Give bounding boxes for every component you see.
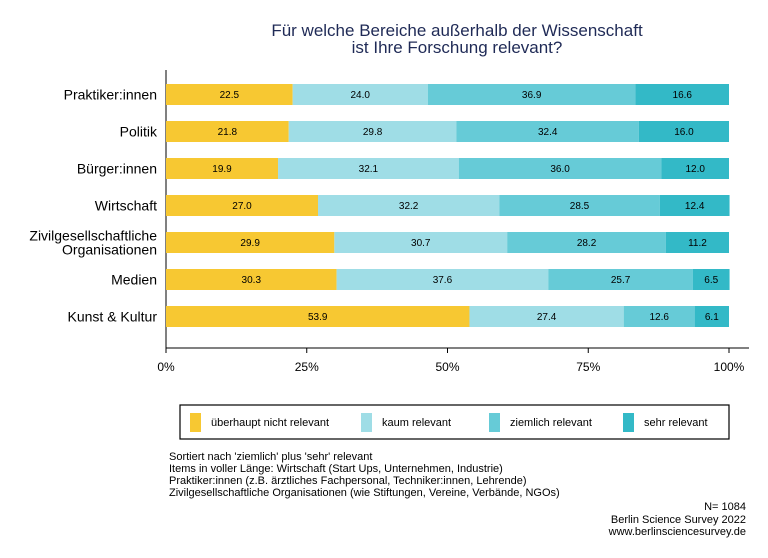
bar-value-label: 6.1	[705, 312, 719, 323]
bar-value-label: 32.1	[359, 164, 379, 175]
bar-value-label: 16.6	[673, 90, 693, 101]
bar-value-label: 28.5	[570, 201, 590, 212]
bar-segment	[623, 306, 695, 327]
bar-segment	[694, 306, 729, 327]
chart-title: Für welche Bereiche außerhalb der Wissen…	[271, 21, 643, 57]
bar-segment	[548, 269, 693, 290]
legend-label: überhaupt nicht relevant	[211, 417, 329, 429]
bar-value-label: 36.9	[522, 90, 542, 101]
bar-value-label: 21.8	[218, 127, 238, 138]
legend-swatch	[489, 413, 500, 432]
x-tick-label: 50%	[435, 360, 459, 374]
bar-segment	[469, 306, 624, 327]
legend-swatch	[623, 413, 634, 432]
legend-label: sehr relevant	[644, 417, 708, 429]
bar-segment	[166, 269, 337, 290]
bar-segment	[292, 84, 428, 105]
category-label: Kunst & Kultur	[68, 309, 158, 325]
footnote-line: Sortiert nach 'ziemlich' plus 'sehr' rel…	[169, 451, 373, 463]
title-line: ist Ihre Forschung relevant?	[352, 38, 563, 57]
category-label: Praktiker:innen	[64, 87, 157, 103]
bar-segment	[635, 84, 729, 105]
bar-segment	[166, 84, 293, 105]
category-label: Politik	[120, 124, 158, 140]
bar-value-label: 29.9	[240, 238, 260, 249]
category-label: Organisationen	[62, 242, 157, 258]
x-tick-label: 75%	[576, 360, 600, 374]
bar-value-label: 28.2	[577, 238, 597, 249]
bar-value-label: 30.7	[411, 238, 431, 249]
legend-box	[179, 404, 730, 440]
bar-segment	[665, 232, 729, 253]
bar-segment	[427, 84, 636, 105]
bar-segment	[166, 232, 335, 253]
legend-swatch	[361, 413, 372, 432]
bar-value-label: 27.4	[537, 312, 557, 323]
bar-segment	[692, 269, 730, 290]
x-tick-label: 25%	[295, 360, 319, 374]
bar-value-label: 32.2	[399, 201, 419, 212]
survey-url: www.berlinsciencesurvey.de	[608, 526, 746, 538]
bar-segment	[507, 232, 666, 253]
bar-segment	[638, 121, 729, 142]
bar-value-label: 32.4	[538, 127, 558, 138]
bar-value-label: 16.0	[674, 127, 694, 138]
bar-value-label: 36.0	[550, 164, 570, 175]
survey-name: Berlin Science Survey 2022	[610, 513, 746, 526]
bar-segment	[166, 121, 289, 142]
bar-value-label: 24.0	[351, 90, 371, 101]
legend-label: ziemlich relevant	[510, 417, 592, 429]
bars: 22.5 24.0 36.9 16.6 21.8 29.8 32.4 16.0 19.9 32.1…	[166, 84, 730, 327]
bar-segment	[659, 195, 730, 216]
bar-segment	[166, 195, 319, 216]
title-line: Für welche Bereiche außerhalb der Wissen…	[271, 21, 643, 40]
bar-value-label: 11.2	[688, 238, 707, 249]
bar-segment	[318, 195, 500, 216]
axes: 0% 25% 50% 75% 100%	[157, 70, 749, 374]
bar-value-label: 29.8	[363, 127, 383, 138]
category-labels: Praktiker:innen Politik Bürger:innen Wirtsc…	[29, 87, 158, 325]
bar-value-label: 6.5	[704, 275, 718, 286]
sample-size: N= 1084	[704, 501, 746, 513]
footnote-line: Praktiker:innen (z.B. ärztliches Fachper…	[169, 475, 527, 487]
legend-label: kaum relevant	[382, 417, 451, 429]
bar-value-label: 30.3	[242, 275, 262, 286]
bar-segment	[456, 121, 639, 142]
bar-segment	[458, 158, 662, 179]
bar-value-label: 27.0	[232, 201, 252, 212]
bar-value-label: 25.7	[611, 275, 631, 286]
footnotes: Sortiert nach 'ziemlich' plus 'sehr' rel…	[169, 451, 560, 499]
bar-segment	[166, 158, 279, 179]
footnote-line: Zivilgesellschaftliche Organisationen (w…	[169, 487, 560, 499]
bar-segment	[661, 158, 729, 179]
x-tick-label: 100%	[714, 360, 745, 374]
source-info: N= 1084 Berlin Science Survey 2022 www.b…	[609, 501, 746, 539]
bar-value-label: 12.0	[685, 164, 705, 175]
bar-segment	[166, 306, 470, 327]
bar-value-label: 53.9	[308, 312, 328, 323]
legend-swatch	[190, 413, 201, 432]
category-label: Wirtschaft	[95, 198, 157, 214]
category-label: Zivilgesellschaftliche	[29, 228, 157, 244]
bar-value-label: 22.5	[220, 90, 240, 101]
x-tick-label: 0%	[157, 360, 175, 374]
footnote-line: Items in voller Länge: Wirtschaft (Start…	[169, 463, 503, 475]
bar-segment	[334, 232, 508, 253]
bar-value-label: 37.6	[433, 275, 453, 286]
bar-value-label: 12.6	[649, 312, 669, 323]
bar-segment	[499, 195, 660, 216]
bar-segment	[336, 269, 549, 290]
bar-segment	[288, 121, 457, 142]
bar-value-label: 19.9	[212, 164, 232, 175]
category-label: Medien	[111, 272, 157, 288]
bar-segment	[278, 158, 459, 179]
bar-value-label: 12.4	[685, 201, 705, 212]
category-label: Bürger:innen	[77, 161, 157, 177]
legend: überhaupt nicht relevant kaum relevant zie…	[179, 404, 730, 440]
